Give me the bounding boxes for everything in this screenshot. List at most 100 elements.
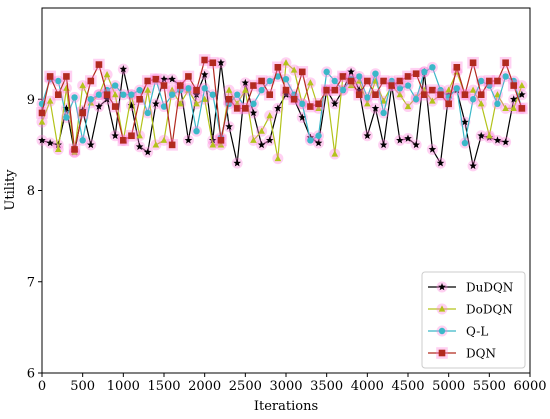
legend-marker-dqn: [438, 349, 446, 357]
data-point-dqn: [364, 77, 371, 85]
data-point-dodqn: [347, 81, 355, 89]
data-point-dudqn: [501, 138, 510, 146]
data-point-dqn: [258, 77, 265, 85]
data-point-dudqn: [379, 140, 388, 149]
data-point-dqn: [420, 91, 428, 98]
data-point-dodqn: [307, 79, 314, 86]
data-point-dodqn: [290, 66, 298, 73]
data-point-dqn: [290, 95, 298, 103]
data-point-dudqn: [95, 102, 103, 110]
data-point-q-l: [95, 91, 103, 98]
data-point-dudqn: [396, 136, 404, 144]
data-point-dqn: [453, 64, 461, 71]
data-point-dqn: [217, 137, 225, 144]
data-point-q-l: [234, 91, 241, 98]
data-point-dudqn: [103, 95, 111, 103]
data-point-dqn: [71, 146, 78, 153]
data-point-dqn: [494, 77, 501, 85]
data-point-dqn: [404, 73, 412, 80]
data-point-dudqn: [209, 136, 217, 144]
data-point-q-l: [396, 85, 404, 92]
series-dqn: [36, 54, 528, 156]
data-point-dodqn: [282, 59, 290, 66]
data-point-q-l: [331, 77, 338, 85]
data-point-dudqn: [331, 99, 339, 108]
x-tick-label: 6000: [513, 379, 546, 394]
x-axis-title: Iterations: [254, 399, 318, 414]
data-point-dudqn: [111, 131, 119, 139]
data-point-dqn: [185, 73, 192, 80]
data-point-dqn: [160, 82, 168, 89]
data-point-dqn: [355, 91, 363, 98]
x-tick-label: 500: [70, 379, 95, 394]
data-point-dudqn: [363, 131, 372, 139]
data-point-dudqn: [192, 90, 201, 98]
data-point-q-l: [266, 77, 273, 85]
data-point-dodqn: [266, 112, 274, 119]
data-point-dudqn: [257, 140, 266, 149]
data-point-dudqn: [46, 139, 54, 147]
data-point-dudqn: [168, 75, 176, 83]
data-point-dqn: [95, 61, 103, 68]
data-point-dodqn: [152, 141, 160, 148]
data-point-dqn: [128, 132, 135, 140]
data-point-q-l: [160, 103, 168, 110]
legend-box: [421, 271, 526, 369]
data-point-q-l: [404, 82, 412, 89]
x-tick-label: 3500: [310, 379, 343, 394]
data-point-q-l: [250, 100, 257, 108]
data-point-dodqn: [111, 91, 119, 98]
data-point-dudqn: [347, 67, 355, 76]
data-point-q-l: [315, 132, 322, 139]
data-point-dodqn: [103, 71, 111, 78]
y-tick-label: 7: [27, 275, 35, 290]
y-tick-label: 9: [27, 93, 35, 108]
data-point-dodqn: [193, 100, 200, 107]
data-point-dqn: [323, 86, 330, 94]
data-point-dqn: [347, 77, 355, 85]
data-point-dodqn: [469, 86, 477, 93]
data-point-dqn: [339, 73, 347, 80]
data-point-dqn: [331, 86, 339, 94]
legend-marker-q-l: [438, 327, 446, 335]
data-point-q-l: [71, 94, 78, 101]
data-point-dqn: [298, 68, 306, 76]
x-tick-label: 2000: [188, 379, 221, 394]
x-tick-label: 4500: [391, 379, 424, 394]
data-point-dodqn: [331, 150, 339, 157]
data-point-dudqn: [160, 75, 168, 83]
data-point-dudqn: [265, 136, 274, 144]
x-tick-label: 3000: [269, 379, 302, 394]
data-point-dqn: [477, 91, 485, 98]
data-point-dodqn: [225, 86, 233, 93]
data-point-dudqn: [518, 90, 526, 98]
data-point-dudqn: [127, 101, 136, 109]
x-tick-label: 1000: [107, 379, 140, 394]
data-point-dudqn: [143, 148, 152, 156]
data-point-dqn: [307, 103, 314, 110]
data-point-dodqn: [79, 81, 86, 89]
data-point-dodqn: [396, 91, 404, 98]
data-point-q-l: [168, 91, 176, 98]
data-point-q-l: [421, 68, 428, 76]
data-point-dqn: [103, 91, 111, 98]
data-point-dodqn: [510, 104, 518, 111]
legend-item-q-l: Q-L: [428, 325, 488, 339]
data-point-dqn: [136, 95, 143, 103]
data-point-dudqn: [135, 142, 144, 150]
data-point-dqn: [461, 91, 469, 98]
data-point-dqn: [445, 100, 452, 108]
data-point-q-l: [372, 70, 379, 77]
data-point-q-l: [258, 86, 265, 94]
data-point-dodqn: [38, 118, 46, 125]
x-tick-label: 5000: [432, 379, 465, 394]
data-point-dodqn: [494, 91, 501, 98]
data-point-q-l: [380, 109, 387, 117]
data-point-dudqn: [461, 118, 469, 126]
data-point-q-l: [128, 91, 135, 98]
data-point-dqn: [144, 77, 152, 85]
data-point-dudqn: [282, 90, 290, 98]
data-point-dqn: [54, 91, 62, 98]
data-point-q-l: [112, 82, 119, 89]
data-point-dodqn: [160, 136, 168, 143]
